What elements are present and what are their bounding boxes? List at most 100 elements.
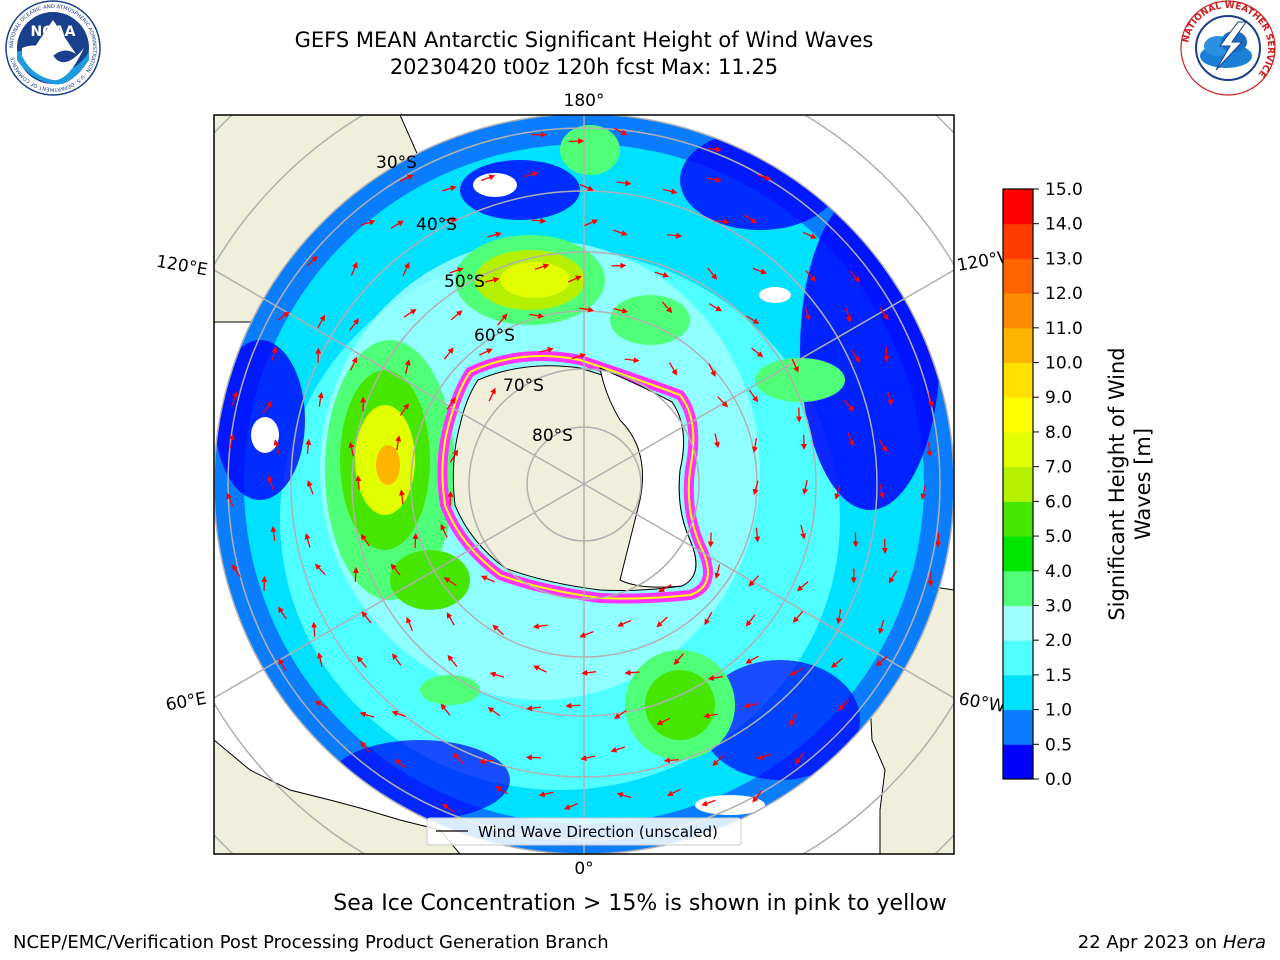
wave-direction-arrow (270, 525, 277, 541)
wave-direction-arrow (304, 533, 311, 548)
wave-direction-arrow (406, 616, 414, 631)
wave-direction-arrow (278, 658, 287, 672)
wave-direction-arrow (478, 348, 493, 356)
wave-direction-arrow (278, 606, 287, 620)
wave-direction-arrow (539, 346, 554, 353)
wave-direction-arrow (879, 307, 889, 321)
wave-direction-arrow (752, 267, 768, 275)
wave-direction-arrow (399, 403, 409, 416)
wave-direction-arrow (834, 485, 841, 500)
wave-direction-arrow (350, 356, 358, 371)
lon-label-120w: 120°W (955, 246, 1016, 276)
wave-direction-arrow (579, 183, 594, 191)
wave-direction-arrow (708, 303, 723, 312)
wave-direction-arrow (277, 311, 290, 321)
wave-direction-arrow (624, 357, 640, 364)
wave-direction-arrow (888, 570, 898, 584)
wave-direction-arrow (267, 475, 274, 490)
wave-direction-arrow (754, 527, 761, 543)
lat-label-50s: 50°S (444, 272, 485, 292)
wave-direction-arrow (703, 712, 719, 719)
wave-direction-arrow (581, 669, 597, 676)
wave-direction-arrow (317, 314, 325, 329)
wave-direction-arrow (497, 313, 508, 326)
wave-direction-arrow (714, 218, 730, 225)
wave-direction-arrow (449, 449, 459, 463)
wave-direction-arrow (531, 217, 547, 224)
lon-label-120e: 120°E (155, 252, 209, 281)
wave-direction-arrow (395, 435, 402, 451)
wave-direction-arrow (717, 396, 729, 408)
wave-direction-arrow (714, 564, 721, 580)
wave-direction-arrow (654, 271, 670, 278)
wave-direction-arrow (441, 803, 455, 813)
wave-direction-arrow (262, 401, 273, 414)
wave-direction-arrow (616, 180, 632, 187)
wave-direction-arrow (404, 359, 411, 374)
wave-direction-arrow (616, 792, 632, 799)
wave-direction-arrow (617, 619, 632, 627)
wave-direction-arrow (580, 755, 596, 761)
wave-direction-arrow (403, 308, 417, 318)
noaa-logo-icon: NOAA NATIONAL OCEANIC AND ATMOSPHERIC AD… (5, 0, 101, 96)
wave-direction-arrow (708, 363, 716, 377)
wave-direction-arrow (480, 575, 495, 583)
wave-direction-arrow (399, 174, 414, 182)
wave-direction-arrow (667, 232, 683, 239)
wave-direction-arrow (402, 262, 410, 277)
wave-direction-arrow (878, 439, 887, 453)
wave-direction-arrow (229, 433, 235, 449)
wave-direction-arrow (920, 485, 927, 500)
wave-direction-arrow (311, 621, 318, 637)
wave-direction-arrow (478, 758, 494, 765)
wave-direction-arrow (704, 611, 713, 626)
wave-direction-arrow (802, 231, 817, 239)
wave-direction-arrow (440, 523, 448, 538)
wave-direction-arrow (398, 489, 405, 505)
wave-direction-arrow (307, 480, 314, 495)
wave-direction-arrow (926, 441, 933, 457)
wave-direction-arrow (744, 214, 758, 224)
wave-direction-arrow (314, 700, 329, 709)
wave-direction-arrow (656, 616, 668, 628)
sea-ice-note: Sea Ice Concentration > 15% is shown in … (333, 891, 947, 916)
wave-direction-arrow (752, 480, 759, 496)
nws-logo-icon: NATIONAL WEATHER SERVICE (1180, 0, 1276, 96)
noaa-logo-text: NOAA (31, 24, 76, 40)
map-frame (213, 114, 955, 855)
wave-direction-arrow (800, 524, 807, 540)
wave-direction-arrow (802, 480, 809, 495)
wave-direction-arrow (656, 717, 671, 725)
wave-direction-arrow (391, 710, 406, 717)
wave-direction-arrow (317, 391, 324, 407)
wave-direction-arrow (712, 755, 724, 767)
wave-direction-arrow (533, 665, 547, 673)
wave-direction-arrow (751, 347, 764, 358)
wave-direction-arrow (361, 611, 372, 624)
wave-direction-arrow (305, 438, 312, 454)
wave-direction-arrow (796, 580, 809, 592)
wave-direction-arrow (567, 275, 582, 283)
wave-direction-arrow (360, 219, 376, 226)
wave-direction-arrow (532, 623, 548, 630)
lat-label-40s: 40°S (416, 215, 457, 235)
wave-direction-arrow (875, 655, 888, 667)
wave-direction-arrow (795, 752, 805, 765)
wave-direction-arrow (849, 270, 860, 283)
wave-direction-arrow (830, 657, 843, 668)
wave-direction-arrow (743, 702, 759, 709)
wave-direction-arrow (391, 653, 402, 666)
wave-direction-arrow (706, 176, 722, 183)
wave-direction-arrow (526, 705, 542, 712)
credit-text: NCEP/EMC/Verification Post Processing Pr… (13, 932, 609, 953)
wave-direction-arrow (745, 655, 759, 664)
wave-direction-arrow (669, 362, 678, 376)
wave-direction-arrow (480, 174, 496, 182)
wave-direction-arrow (231, 564, 241, 578)
wave-field (214, 115, 954, 854)
wave-direction-arrow (449, 267, 464, 274)
wave-direction-arrow (390, 563, 401, 576)
wave-direction-arrow (791, 358, 799, 373)
wave-direction-arrow (667, 788, 681, 796)
